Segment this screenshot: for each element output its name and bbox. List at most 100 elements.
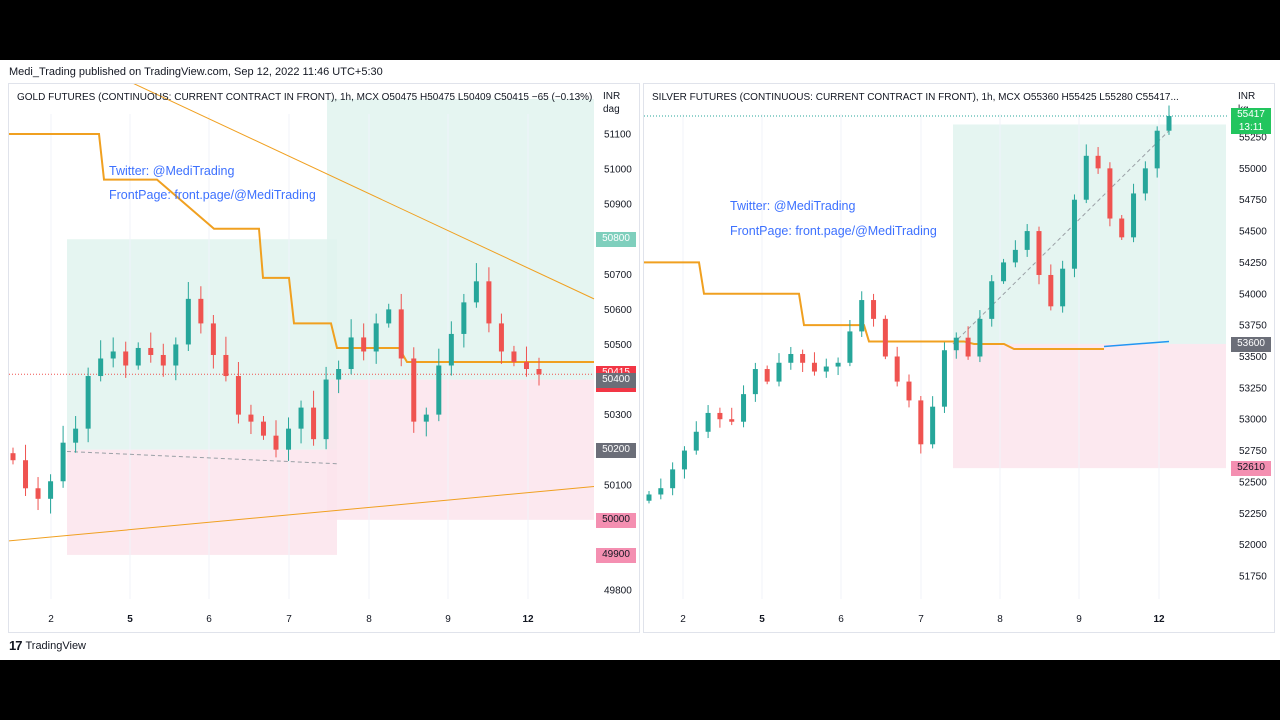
silver-price-tag-value: 53600 — [1237, 337, 1265, 349]
gold-candle — [223, 354, 229, 377]
silver-candle — [1131, 193, 1137, 238]
silver-candle — [871, 300, 877, 319]
silver-candle — [1036, 231, 1042, 275]
silver-candle — [1071, 199, 1077, 269]
silver-y-tick: 54750 — [1239, 195, 1267, 206]
gold-candle — [398, 309, 404, 359]
publish-info: Medi_Trading published on TradingView.co… — [9, 66, 383, 78]
silver-symbol-header[interactable]: SILVER FUTURES (CONTINUOUS: CURRENT CONT… — [652, 92, 1179, 103]
silver-currency: INR — [1238, 91, 1256, 102]
gold-trend-line — [66, 450, 338, 465]
silver-candle — [752, 369, 758, 395]
gold-target-zone — [67, 239, 337, 450]
silver-candle — [1048, 274, 1054, 307]
gold-candle — [248, 414, 254, 422]
gold-watermark-frontpage: FrontPage: front.page/@MediTrading — [109, 188, 316, 202]
gold-x-tick: 7 — [286, 614, 292, 625]
gold-candle — [185, 298, 191, 345]
silver-y-tick: 55250 — [1239, 133, 1267, 144]
silver-candle — [1166, 116, 1172, 131]
silver-y-tick: 54250 — [1239, 258, 1267, 269]
silver-candle — [965, 337, 971, 357]
silver-y-tick: 53750 — [1239, 321, 1267, 332]
silver-candle — [1107, 168, 1113, 219]
gold-currency-label: INR dag — [603, 90, 631, 116]
silver-candle — [729, 419, 735, 422]
silver-candle — [941, 350, 947, 407]
silver-chart-canvas[interactable]: 55250 55000 54750 54500 54250 54000 53750 53500… — [644, 84, 1274, 632]
gold-candle — [473, 281, 479, 303]
tradingview-brand[interactable]: 17 TradingView — [9, 638, 86, 653]
silver-candle — [823, 366, 829, 372]
gold-trailing-stop-line — [9, 133, 594, 363]
silver-candle — [882, 318, 888, 357]
gold-candle — [35, 488, 41, 499]
silver-candle — [776, 362, 782, 382]
chart-frame: Medi_Trading published on TradingView.co… — [0, 60, 1280, 660]
silver-candle — [681, 450, 687, 470]
gold-candle — [260, 421, 266, 436]
gold-candle — [110, 351, 116, 359]
gold-candle — [23, 460, 29, 489]
silver-candle — [894, 356, 900, 382]
gold-candle — [48, 481, 54, 499]
gold-candle — [486, 281, 492, 324]
silver-target-zone — [953, 124, 1226, 344]
silver-price-tag-countdown: 13:11 — [1238, 122, 1264, 134]
gold-x-tick: 5 — [127, 614, 133, 625]
silver-candle — [693, 431, 699, 451]
silver-candle — [1024, 231, 1030, 250]
gold-candle — [361, 337, 367, 352]
gold-trend-line — [133, 84, 595, 300]
silver-x-tick: 6 — [838, 614, 844, 625]
gold-candle — [235, 376, 241, 415]
gold-x-tick: 9 — [445, 614, 451, 625]
silver-y-tick: 51750 — [1239, 572, 1267, 583]
gold-symbol-header[interactable]: GOLD FUTURES (CONTINUOUS: CURRENT CONTRA… — [17, 92, 593, 103]
silver-candle — [741, 394, 747, 422]
gold-x-tick: 6 — [206, 614, 212, 625]
silver-candle — [1083, 155, 1089, 200]
gold-chart-canvas[interactable]: 51100 51000 50900 50800 50700 50600 50500 50400… — [9, 84, 639, 632]
silver-watermark-twitter: Twitter: @MediTrading — [730, 199, 856, 213]
gold-candle — [10, 453, 16, 461]
silver-candle — [1095, 155, 1101, 169]
gold-candle — [85, 376, 91, 429]
gold-y-tick: 50500 — [604, 340, 632, 351]
gold-chart-panel[interactable]: 51100 51000 50900 50800 50700 50600 50500 50400… — [8, 83, 640, 633]
silver-candle — [930, 406, 936, 445]
gold-candle — [461, 302, 467, 334]
gold-candle — [348, 337, 354, 370]
silver-candle — [835, 362, 841, 367]
gold-price-tag-value: 50800 — [602, 233, 630, 245]
gold-candle — [311, 407, 317, 440]
gold-candle — [286, 428, 292, 450]
silver-y-tick: 52250 — [1239, 509, 1267, 520]
gold-candle — [411, 358, 417, 422]
gold-currency: INR — [603, 91, 621, 102]
silver-candle — [1012, 249, 1018, 263]
silver-candle — [1119, 218, 1125, 238]
gold-price-tag-value: 50400 — [602, 373, 630, 385]
gold-trend-line — [9, 486, 595, 542]
silver-y-tick: 52750 — [1239, 446, 1267, 457]
silver-candle — [811, 362, 817, 372]
silver-x-tick: 8 — [997, 614, 1003, 625]
silver-y-tick: 55000 — [1239, 164, 1267, 175]
silver-candle — [859, 300, 865, 332]
silver-candle — [788, 353, 794, 363]
silver-stop-zone — [953, 343, 1226, 469]
gold-candle — [436, 365, 442, 415]
gold-y-tick: 50600 — [604, 305, 632, 316]
gold-candle — [173, 344, 179, 366]
silver-candle — [989, 281, 995, 319]
tradingview-name: TradingView — [25, 639, 87, 652]
silver-candle — [918, 400, 924, 445]
silver-chart-panel[interactable]: 55250 55000 54750 54500 54250 54000 53750 53500… — [643, 83, 1275, 633]
silver-watermark-frontpage: FrontPage: front.page/@MediTrading — [730, 224, 937, 238]
gold-candle — [423, 414, 429, 422]
silver-candle — [847, 331, 853, 363]
silver-candle — [977, 318, 983, 357]
gold-stop-zone — [327, 379, 594, 520]
silver-candle — [906, 381, 912, 401]
